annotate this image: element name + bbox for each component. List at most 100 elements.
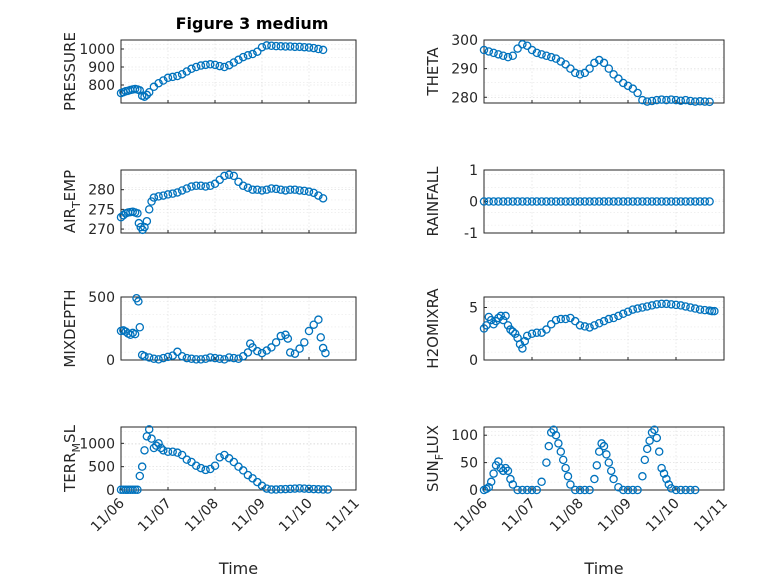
data-point (300, 338, 309, 347)
data-point (671, 95, 681, 105)
data-point (290, 484, 300, 493)
data-point (638, 472, 647, 481)
data-point (609, 474, 618, 484)
data-point (177, 186, 187, 195)
x-tick-label: 11/11 (691, 496, 731, 536)
data-point (134, 297, 143, 306)
subplot-2: 280 290 300 THETA (424, 33, 725, 106)
data-point (479, 197, 489, 206)
data-point (234, 177, 243, 187)
data-point (144, 205, 154, 214)
data-point (262, 41, 271, 50)
data-point (695, 197, 705, 206)
y-tick-label: 0 (469, 195, 478, 211)
data-point (638, 303, 647, 312)
data-point (484, 197, 494, 206)
data-point (662, 95, 671, 105)
data-point (561, 197, 570, 206)
data-point (618, 485, 628, 495)
data-point (220, 355, 229, 364)
data-point (234, 354, 243, 363)
y-tick-label: 1000 (79, 42, 115, 58)
data-point (570, 485, 580, 495)
data-point (558, 455, 568, 465)
data-point (168, 72, 177, 82)
y-axis-label-subscript: T (70, 201, 83, 209)
data-point (173, 71, 182, 81)
data-point (628, 197, 638, 206)
data-point (575, 321, 585, 330)
data-point (662, 299, 671, 309)
data-point (290, 349, 300, 358)
data-point (144, 353, 154, 362)
data-point (318, 343, 328, 353)
data-point (191, 355, 201, 364)
data-point (700, 97, 710, 106)
data-point (520, 336, 530, 346)
data-point (686, 485, 695, 495)
x-tick-label: 11/07 (499, 496, 539, 536)
data-point (163, 190, 173, 199)
data-point (527, 197, 537, 206)
data-point (566, 64, 575, 73)
data-point (580, 485, 590, 495)
data-point (609, 313, 618, 323)
data-point (652, 433, 662, 443)
data-point (229, 58, 239, 67)
data-point (633, 88, 642, 98)
data-point (281, 42, 290, 51)
x-tick-label: 11/11 (323, 496, 363, 536)
data-point (580, 197, 590, 206)
data-point (191, 62, 201, 72)
data-point (201, 60, 210, 70)
data-point (267, 343, 276, 352)
data-point (628, 305, 638, 314)
data-point (508, 197, 518, 206)
data-point (281, 484, 290, 494)
x-tick-label: 11/09 (229, 496, 269, 536)
data-point (710, 306, 719, 316)
data-point (638, 95, 647, 105)
data-point (690, 97, 700, 106)
data-point (133, 209, 142, 218)
data-point (513, 485, 522, 495)
data-point (542, 458, 551, 467)
y-axis-label-rest: SL (61, 424, 79, 443)
data-point (262, 185, 271, 194)
data-point (295, 42, 304, 52)
y-axis-label-subscript: M (70, 443, 83, 453)
data-point (267, 184, 276, 193)
data-point (163, 352, 173, 362)
data-point (585, 197, 594, 206)
y-tick-label: 500 (88, 290, 115, 306)
data-point (518, 344, 527, 353)
data-point (532, 48, 542, 58)
data-point (489, 48, 498, 58)
x-axis-label: Time (218, 559, 258, 578)
x-tick-label: 11/10 (276, 496, 316, 536)
data-point (642, 197, 652, 206)
data-point (168, 189, 177, 198)
data-point (532, 485, 542, 495)
data-point (126, 330, 135, 340)
axes-box (483, 39, 725, 104)
y-tick-label: 100 (451, 428, 478, 444)
data-point (602, 450, 611, 459)
data-point (518, 197, 527, 206)
data-point (606, 466, 616, 476)
data-point (130, 329, 140, 339)
data-point (229, 457, 239, 467)
data-point (304, 484, 314, 494)
data-point (501, 463, 510, 473)
data-point (489, 197, 498, 206)
data-point (628, 84, 638, 93)
data-point (281, 186, 290, 195)
data-point (585, 64, 594, 73)
data-point (238, 466, 248, 475)
subplot-7: 0 500 1000 11/06 11/07 11/08 11/09 11/10 11/11 Ti… (61, 424, 363, 578)
data-point (700, 197, 710, 206)
data-point (633, 197, 642, 206)
data-point (276, 42, 286, 51)
